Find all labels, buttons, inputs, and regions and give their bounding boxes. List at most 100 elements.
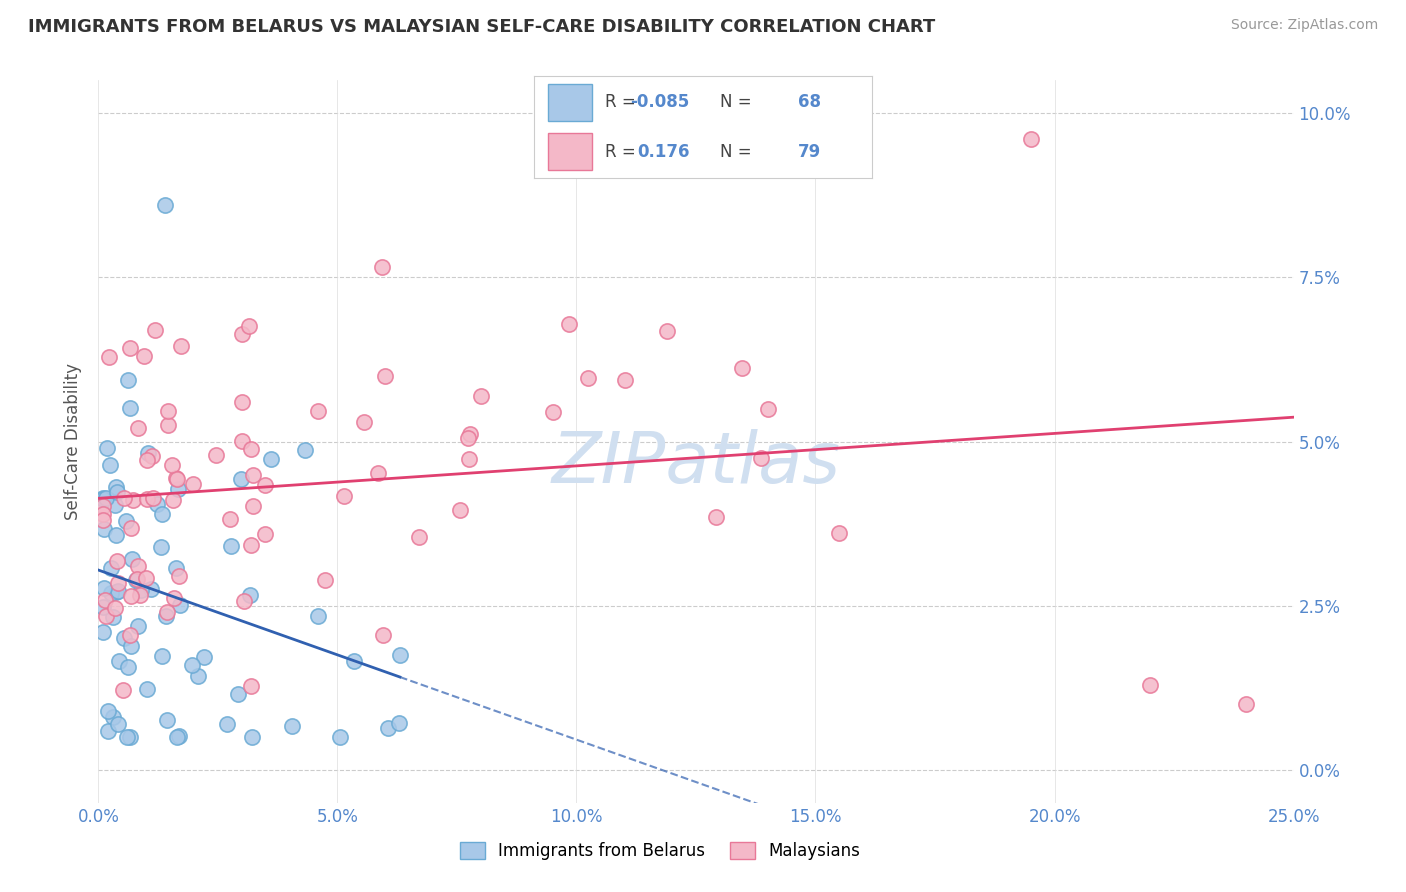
Point [129,582,152,597]
Point [136,682,159,697]
Point [307,609,329,624]
Point [329,730,352,744]
Point [97,350,120,364]
Point [155,609,177,624]
Point [101,710,124,724]
Point [180,657,202,672]
Point [231,326,253,341]
Point [112,632,135,646]
Point [107,717,129,731]
Point [105,485,128,500]
Point [103,601,125,615]
Point [281,719,304,733]
Point [105,480,128,494]
Point [104,584,127,599]
Point [704,510,727,524]
Point [166,483,188,497]
Point [576,371,599,385]
Text: Source: ZipAtlas.com: Source: ZipAtlas.com [1230,18,1378,32]
Point [94,609,117,624]
Point [219,539,242,553]
Point [157,404,180,418]
Point [449,503,471,517]
Point [97,723,120,738]
Text: ZIPatlas: ZIPatlas [551,429,841,498]
Point [1139,677,1161,691]
Point [155,198,177,212]
Point [141,449,163,463]
FancyBboxPatch shape [548,133,592,170]
Point [613,373,636,387]
Point [91,625,114,640]
FancyBboxPatch shape [548,84,592,121]
Point [169,339,191,353]
Point [104,527,127,541]
Point [105,554,128,568]
Text: R =: R = [605,94,636,112]
Point [121,493,143,508]
Point [558,317,581,331]
Point [167,569,190,583]
Point [98,458,121,473]
Point [205,448,228,462]
Point [107,576,129,591]
Point [129,589,152,603]
Point [756,401,779,416]
Text: N =: N = [720,94,751,112]
Point [114,514,136,528]
Point [240,537,263,551]
Point [93,593,115,607]
Point [132,349,155,363]
Y-axis label: Self-Care Disability: Self-Care Disability [65,363,83,520]
Point [136,492,159,507]
Point [101,610,124,624]
Point [120,589,142,603]
Point [388,648,411,663]
Point [226,687,249,701]
Point [155,714,177,728]
Point [139,582,162,597]
Point [97,704,120,718]
Point [120,521,142,535]
Text: 0.176: 0.176 [637,143,689,161]
Point [219,512,242,526]
Point [91,491,114,506]
Point [100,586,122,600]
Point [156,605,179,619]
Point [457,431,479,445]
Point [107,583,129,598]
Point [167,729,190,743]
Point [377,721,399,735]
Point [541,405,564,419]
Point [118,341,141,355]
Point [143,323,166,337]
Point [118,401,141,415]
Point [112,491,135,505]
Point [125,573,148,587]
Text: 68: 68 [799,94,821,112]
Point [162,492,184,507]
Legend: Immigrants from Belarus, Malaysians: Immigrants from Belarus, Malaysians [453,835,868,867]
Point [828,526,851,541]
Point [115,730,138,744]
Point [242,468,264,483]
Point [314,573,336,587]
Point [91,491,114,505]
Point [166,472,188,486]
Point [165,561,187,575]
Point [193,650,215,665]
Point [117,373,139,387]
Point [166,471,188,485]
Point [91,507,114,521]
Point [231,395,253,409]
Point [215,717,238,731]
Point [307,404,329,418]
Point [242,499,264,513]
Point [135,571,157,585]
Point [731,361,754,376]
Point [239,680,262,694]
Point [457,452,479,467]
Point [181,477,204,491]
Point [169,598,191,612]
Point [353,415,375,429]
